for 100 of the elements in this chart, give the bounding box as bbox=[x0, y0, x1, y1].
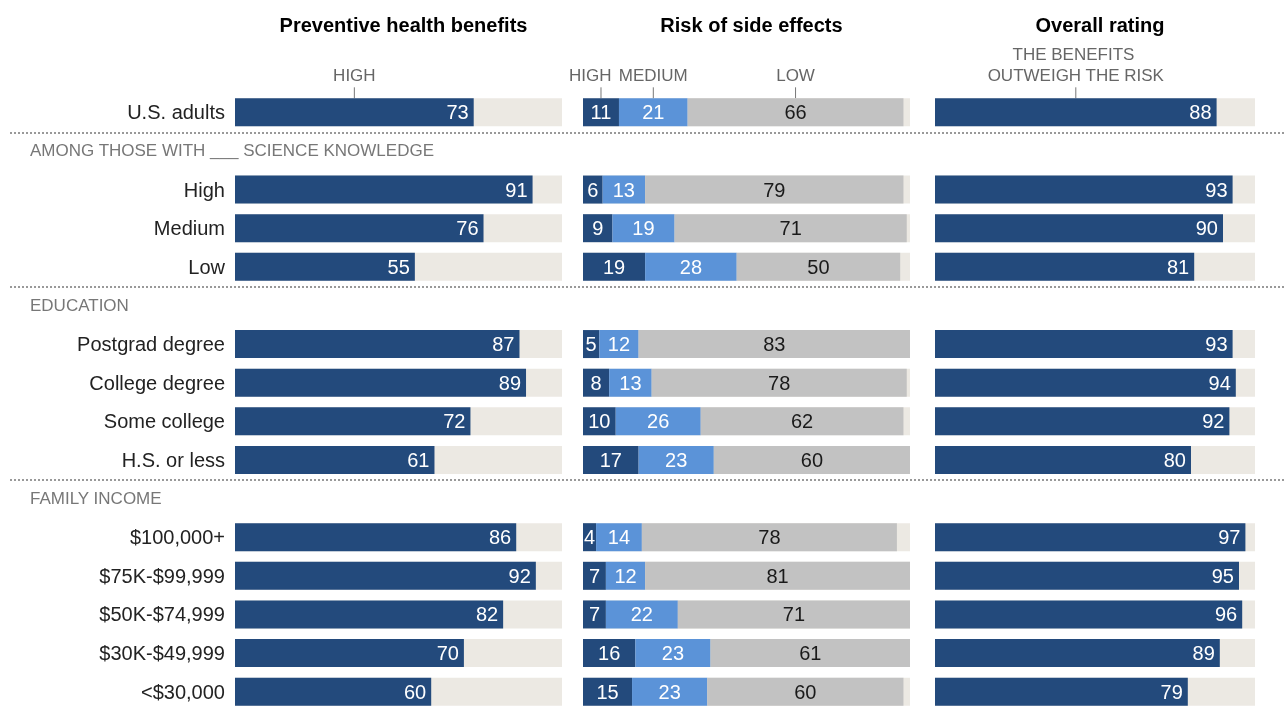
data-label: 72 bbox=[443, 410, 466, 433]
data-label: 89 bbox=[498, 371, 522, 394]
y-tick-label: $75K-$99,999 bbox=[99, 564, 225, 587]
text: FAMILY INCOME bbox=[30, 489, 162, 509]
data-label: 60 bbox=[403, 680, 427, 703]
bar bbox=[710, 639, 910, 668]
data-label: 15 bbox=[596, 680, 619, 703]
y-tick-label: High bbox=[183, 178, 225, 201]
data-label: 8 bbox=[590, 371, 602, 394]
data-label: 92 bbox=[508, 564, 531, 587]
data-label: 83 bbox=[763, 333, 786, 356]
data-label: 86 bbox=[488, 526, 512, 549]
data-label: 60 bbox=[800, 448, 824, 471]
data-label: 17 bbox=[599, 448, 622, 471]
chart-title: Risk of side effects bbox=[660, 14, 843, 36]
data-label: 4 bbox=[583, 526, 596, 549]
data-label: 79 bbox=[1160, 680, 1183, 703]
bar bbox=[583, 600, 606, 629]
bar bbox=[713, 445, 910, 474]
series-label: HIGH bbox=[333, 66, 376, 86]
data-label: 81 bbox=[1166, 255, 1190, 278]
chart-title: Preventive health benefits bbox=[279, 14, 528, 36]
data-label: 11 bbox=[590, 101, 612, 124]
data-label: 60 bbox=[794, 680, 817, 703]
data-label: 28 bbox=[679, 255, 703, 278]
data-label: 79 bbox=[763, 178, 786, 201]
bar bbox=[707, 677, 904, 706]
y-tick-label: Low bbox=[188, 255, 226, 278]
data-label: 88 bbox=[1189, 101, 1212, 124]
data-label: 13 bbox=[612, 178, 635, 201]
y-tick-label: <$30,000 bbox=[141, 680, 225, 703]
bar bbox=[583, 561, 606, 590]
data-label: 70 bbox=[436, 642, 459, 665]
text: EDUCATION bbox=[30, 295, 129, 315]
y-tick-label: Medium bbox=[153, 217, 225, 240]
data-label: 21 bbox=[642, 101, 665, 124]
data-label: 80 bbox=[1163, 448, 1186, 471]
bar bbox=[612, 214, 675, 243]
data-label: 5 bbox=[585, 333, 597, 356]
y-tick-label: Postgrad degree bbox=[77, 333, 225, 356]
y-tick-label: $50K-$74,999 bbox=[99, 603, 225, 626]
data-label: 13 bbox=[619, 371, 642, 394]
data-label: 10 bbox=[588, 410, 611, 433]
y-tick-label: $100,000+ bbox=[129, 526, 225, 549]
bar bbox=[651, 368, 907, 397]
data-label: 71 bbox=[779, 217, 802, 240]
series-label: HIGH bbox=[569, 66, 612, 86]
bar bbox=[700, 407, 904, 436]
data-label: 78 bbox=[768, 371, 791, 394]
y-tick-label: College degree bbox=[89, 371, 225, 394]
data-label: 93 bbox=[1205, 333, 1228, 356]
bar bbox=[645, 175, 904, 204]
data-label: 76 bbox=[456, 217, 479, 240]
data-label: 6 bbox=[587, 178, 599, 201]
bar bbox=[677, 600, 910, 629]
bar bbox=[635, 639, 711, 668]
bar bbox=[605, 600, 678, 629]
data-label: 82 bbox=[475, 603, 499, 626]
data-label: 50 bbox=[807, 255, 830, 278]
data-label: 81 bbox=[766, 564, 789, 587]
bar bbox=[687, 98, 904, 127]
data-label: 90 bbox=[1195, 217, 1218, 240]
data-label: 7 bbox=[588, 564, 601, 587]
data-label: 61 bbox=[799, 642, 822, 665]
data-label: 87 bbox=[492, 333, 515, 356]
bar bbox=[632, 677, 708, 706]
data-label: 55 bbox=[387, 255, 410, 278]
data-label: 93 bbox=[1205, 178, 1228, 201]
data-label: 12 bbox=[614, 564, 637, 587]
y-tick-label: H.S. or less bbox=[121, 448, 225, 471]
data-label: 78 bbox=[758, 526, 781, 549]
data-label: 73 bbox=[446, 101, 469, 124]
data-label: 16 bbox=[598, 642, 621, 665]
data-label: 26 bbox=[647, 410, 670, 433]
annotation: AMONG THOSE WITH ___ SCIENCE KNOWLEDGE bbox=[30, 141, 434, 161]
data-label: 94 bbox=[1208, 371, 1231, 394]
bar bbox=[674, 214, 907, 243]
data-label: 89 bbox=[1192, 642, 1215, 665]
data-label: 97 bbox=[1218, 526, 1241, 549]
data-label: 12 bbox=[607, 333, 631, 356]
data-label: 19 bbox=[602, 255, 626, 278]
data-label: 92 bbox=[1202, 410, 1225, 433]
data-label: 22 bbox=[630, 603, 653, 626]
data-label: 66 bbox=[784, 101, 807, 124]
data-label: 9 bbox=[592, 217, 604, 240]
data-label: 95 bbox=[1211, 564, 1234, 587]
data-label: 7 bbox=[588, 603, 601, 626]
bar bbox=[638, 445, 714, 474]
data-label: 71 bbox=[782, 603, 806, 626]
data-label: 61 bbox=[407, 448, 430, 471]
data-label: 91 bbox=[505, 178, 528, 201]
data-label: 19 bbox=[632, 217, 655, 240]
bar bbox=[618, 98, 688, 127]
data-label: 96 bbox=[1214, 603, 1238, 626]
bar bbox=[583, 252, 646, 281]
series-label: MEDIUM bbox=[618, 66, 688, 86]
y-tick-label: U.S. adults bbox=[127, 101, 225, 124]
data-label: 23 bbox=[661, 642, 685, 665]
bar bbox=[615, 407, 701, 436]
y-tick-label: Some college bbox=[103, 410, 225, 433]
